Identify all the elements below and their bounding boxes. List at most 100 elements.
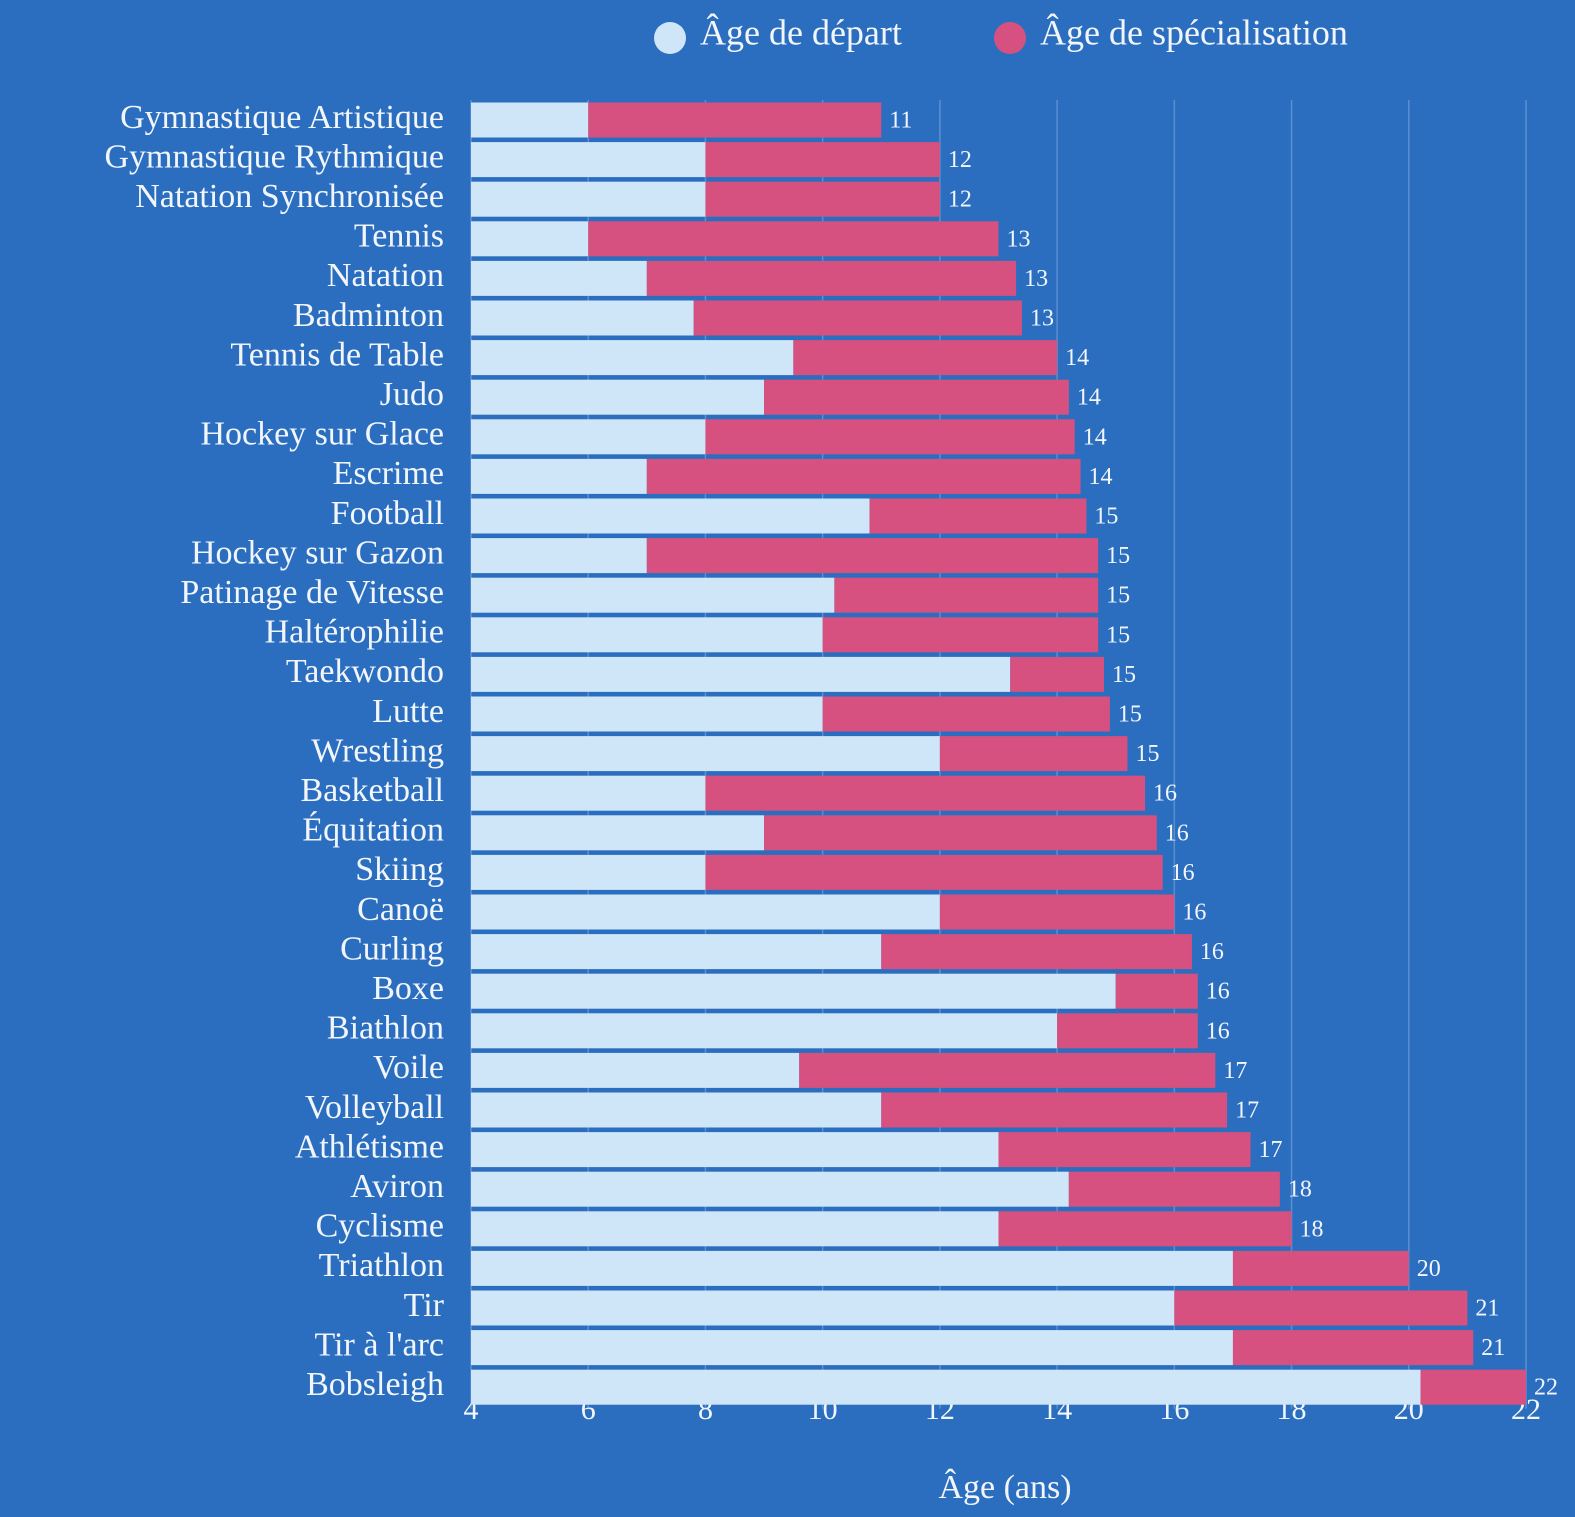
- value-label: 18: [1288, 1177, 1312, 1203]
- bar-specialisation: [1232, 1250, 1409, 1286]
- bar-specialisation: [998, 1132, 1251, 1168]
- value-label: 21: [1481, 1335, 1505, 1361]
- bar-start: [471, 815, 765, 851]
- y-tick-label: Volleyball: [305, 1089, 444, 1126]
- y-tick-label: Tennis de Table: [230, 336, 444, 373]
- value-label: 14: [1065, 345, 1089, 371]
- value-label: 14: [1077, 385, 1101, 411]
- value-label: 15: [1112, 662, 1136, 688]
- bar-specialisation: [705, 142, 940, 178]
- y-tick-label: Tir à l'arc: [314, 1326, 444, 1363]
- bar-start: [471, 458, 647, 494]
- y-tick-label: Taekwondo: [286, 653, 444, 690]
- value-label: 16: [1153, 781, 1177, 807]
- bar-specialisation: [939, 736, 1128, 772]
- value-label: 20: [1417, 1256, 1441, 1282]
- y-tick-label: Patinage de Vitesse: [180, 574, 444, 611]
- value-label: 13: [1024, 266, 1048, 292]
- y-tick-label: Triathlon: [319, 1247, 444, 1284]
- bar-start: [471, 260, 647, 296]
- y-tick-label: Biathlon: [327, 1010, 444, 1047]
- bar-specialisation: [1232, 1330, 1474, 1366]
- bar-start: [471, 1211, 999, 1247]
- value-label: 12: [948, 187, 972, 213]
- y-tick-label: Boxe: [372, 970, 444, 1007]
- bar-specialisation: [693, 300, 1022, 336]
- value-label: 16: [1165, 820, 1189, 846]
- bar-start: [471, 379, 765, 415]
- bar-specialisation: [705, 419, 1075, 455]
- bar-start: [471, 617, 823, 653]
- bar-specialisation: [881, 1092, 1228, 1128]
- bar-specialisation: [793, 340, 1058, 376]
- value-label: 14: [1083, 424, 1107, 450]
- bar-specialisation: [646, 260, 1017, 296]
- bar-specialisation: [881, 934, 1192, 970]
- value-label: 17: [1223, 1058, 1247, 1084]
- bar-start: [471, 656, 1011, 692]
- value-label: 17: [1259, 1137, 1283, 1163]
- y-tick-label: Judo: [380, 376, 444, 413]
- y-tick-label: Aviron: [350, 1168, 444, 1205]
- y-tick-label: Skiing: [355, 851, 444, 888]
- bar-start: [471, 1013, 1058, 1049]
- bar-start: [471, 300, 694, 336]
- value-label: 15: [1106, 622, 1130, 648]
- y-tick-label: Lutte: [372, 693, 444, 730]
- value-label: 16: [1206, 979, 1230, 1005]
- bar-start: [471, 340, 794, 376]
- bar-start: [471, 538, 647, 574]
- value-label: 16: [1206, 1018, 1230, 1044]
- bar-specialisation: [588, 221, 999, 257]
- bar-start: [471, 142, 706, 178]
- bar-specialisation: [705, 775, 1146, 811]
- bar-start: [471, 1092, 882, 1128]
- y-tick-label: Badminton: [293, 297, 444, 334]
- value-label: 13: [1030, 306, 1054, 332]
- value-label: 15: [1106, 583, 1130, 609]
- y-tick-label: Canoë: [357, 891, 444, 928]
- value-label: 14: [1089, 464, 1113, 490]
- bar-start: [471, 1369, 1421, 1405]
- bar-start: [471, 1250, 1233, 1286]
- bar-start: [471, 1290, 1175, 1326]
- bar-start: [471, 854, 706, 890]
- y-tick-label: Basketball: [300, 772, 444, 809]
- bar-start: [471, 419, 706, 455]
- bar-specialisation: [1057, 1013, 1198, 1049]
- value-label: 18: [1300, 1216, 1324, 1242]
- value-label: 16: [1200, 939, 1224, 965]
- bar-specialisation: [939, 894, 1175, 930]
- y-tick-label: Tir: [404, 1287, 445, 1324]
- bar-start: [471, 934, 882, 970]
- bar-specialisation: [705, 854, 1163, 890]
- bar-specialisation: [646, 458, 1081, 494]
- y-tick-label: Cyclisme: [316, 1208, 444, 1245]
- y-tick-label: Voile: [373, 1049, 444, 1086]
- bar-start: [471, 736, 940, 772]
- bar-start: [471, 221, 589, 257]
- value-label: 15: [1118, 702, 1142, 728]
- bar-specialisation: [764, 379, 1069, 415]
- bar-specialisation: [799, 1052, 1216, 1088]
- value-label: 16: [1171, 860, 1195, 886]
- y-tick-label: Natation Synchronisée: [135, 178, 444, 215]
- bar-start: [471, 1052, 800, 1088]
- bar-start: [471, 696, 823, 732]
- value-label: 12: [948, 147, 972, 173]
- value-label: 15: [1135, 741, 1159, 767]
- y-tick-label: Escrime: [333, 455, 444, 492]
- bar-specialisation: [834, 577, 1099, 613]
- y-tick-label: Football: [331, 495, 444, 532]
- bar-start: [471, 1330, 1233, 1366]
- value-label: 16: [1182, 900, 1206, 926]
- value-label: 15: [1094, 504, 1118, 530]
- bar-specialisation: [822, 617, 1099, 653]
- bar-start: [471, 577, 835, 613]
- bar-specialisation: [869, 498, 1087, 534]
- bar-start: [471, 1171, 1069, 1207]
- x-axis-label: Âge (ans): [938, 1469, 1071, 1506]
- bar-specialisation: [822, 696, 1110, 732]
- value-label: 13: [1007, 226, 1031, 252]
- y-tick-label: Hockey sur Glace: [200, 416, 444, 453]
